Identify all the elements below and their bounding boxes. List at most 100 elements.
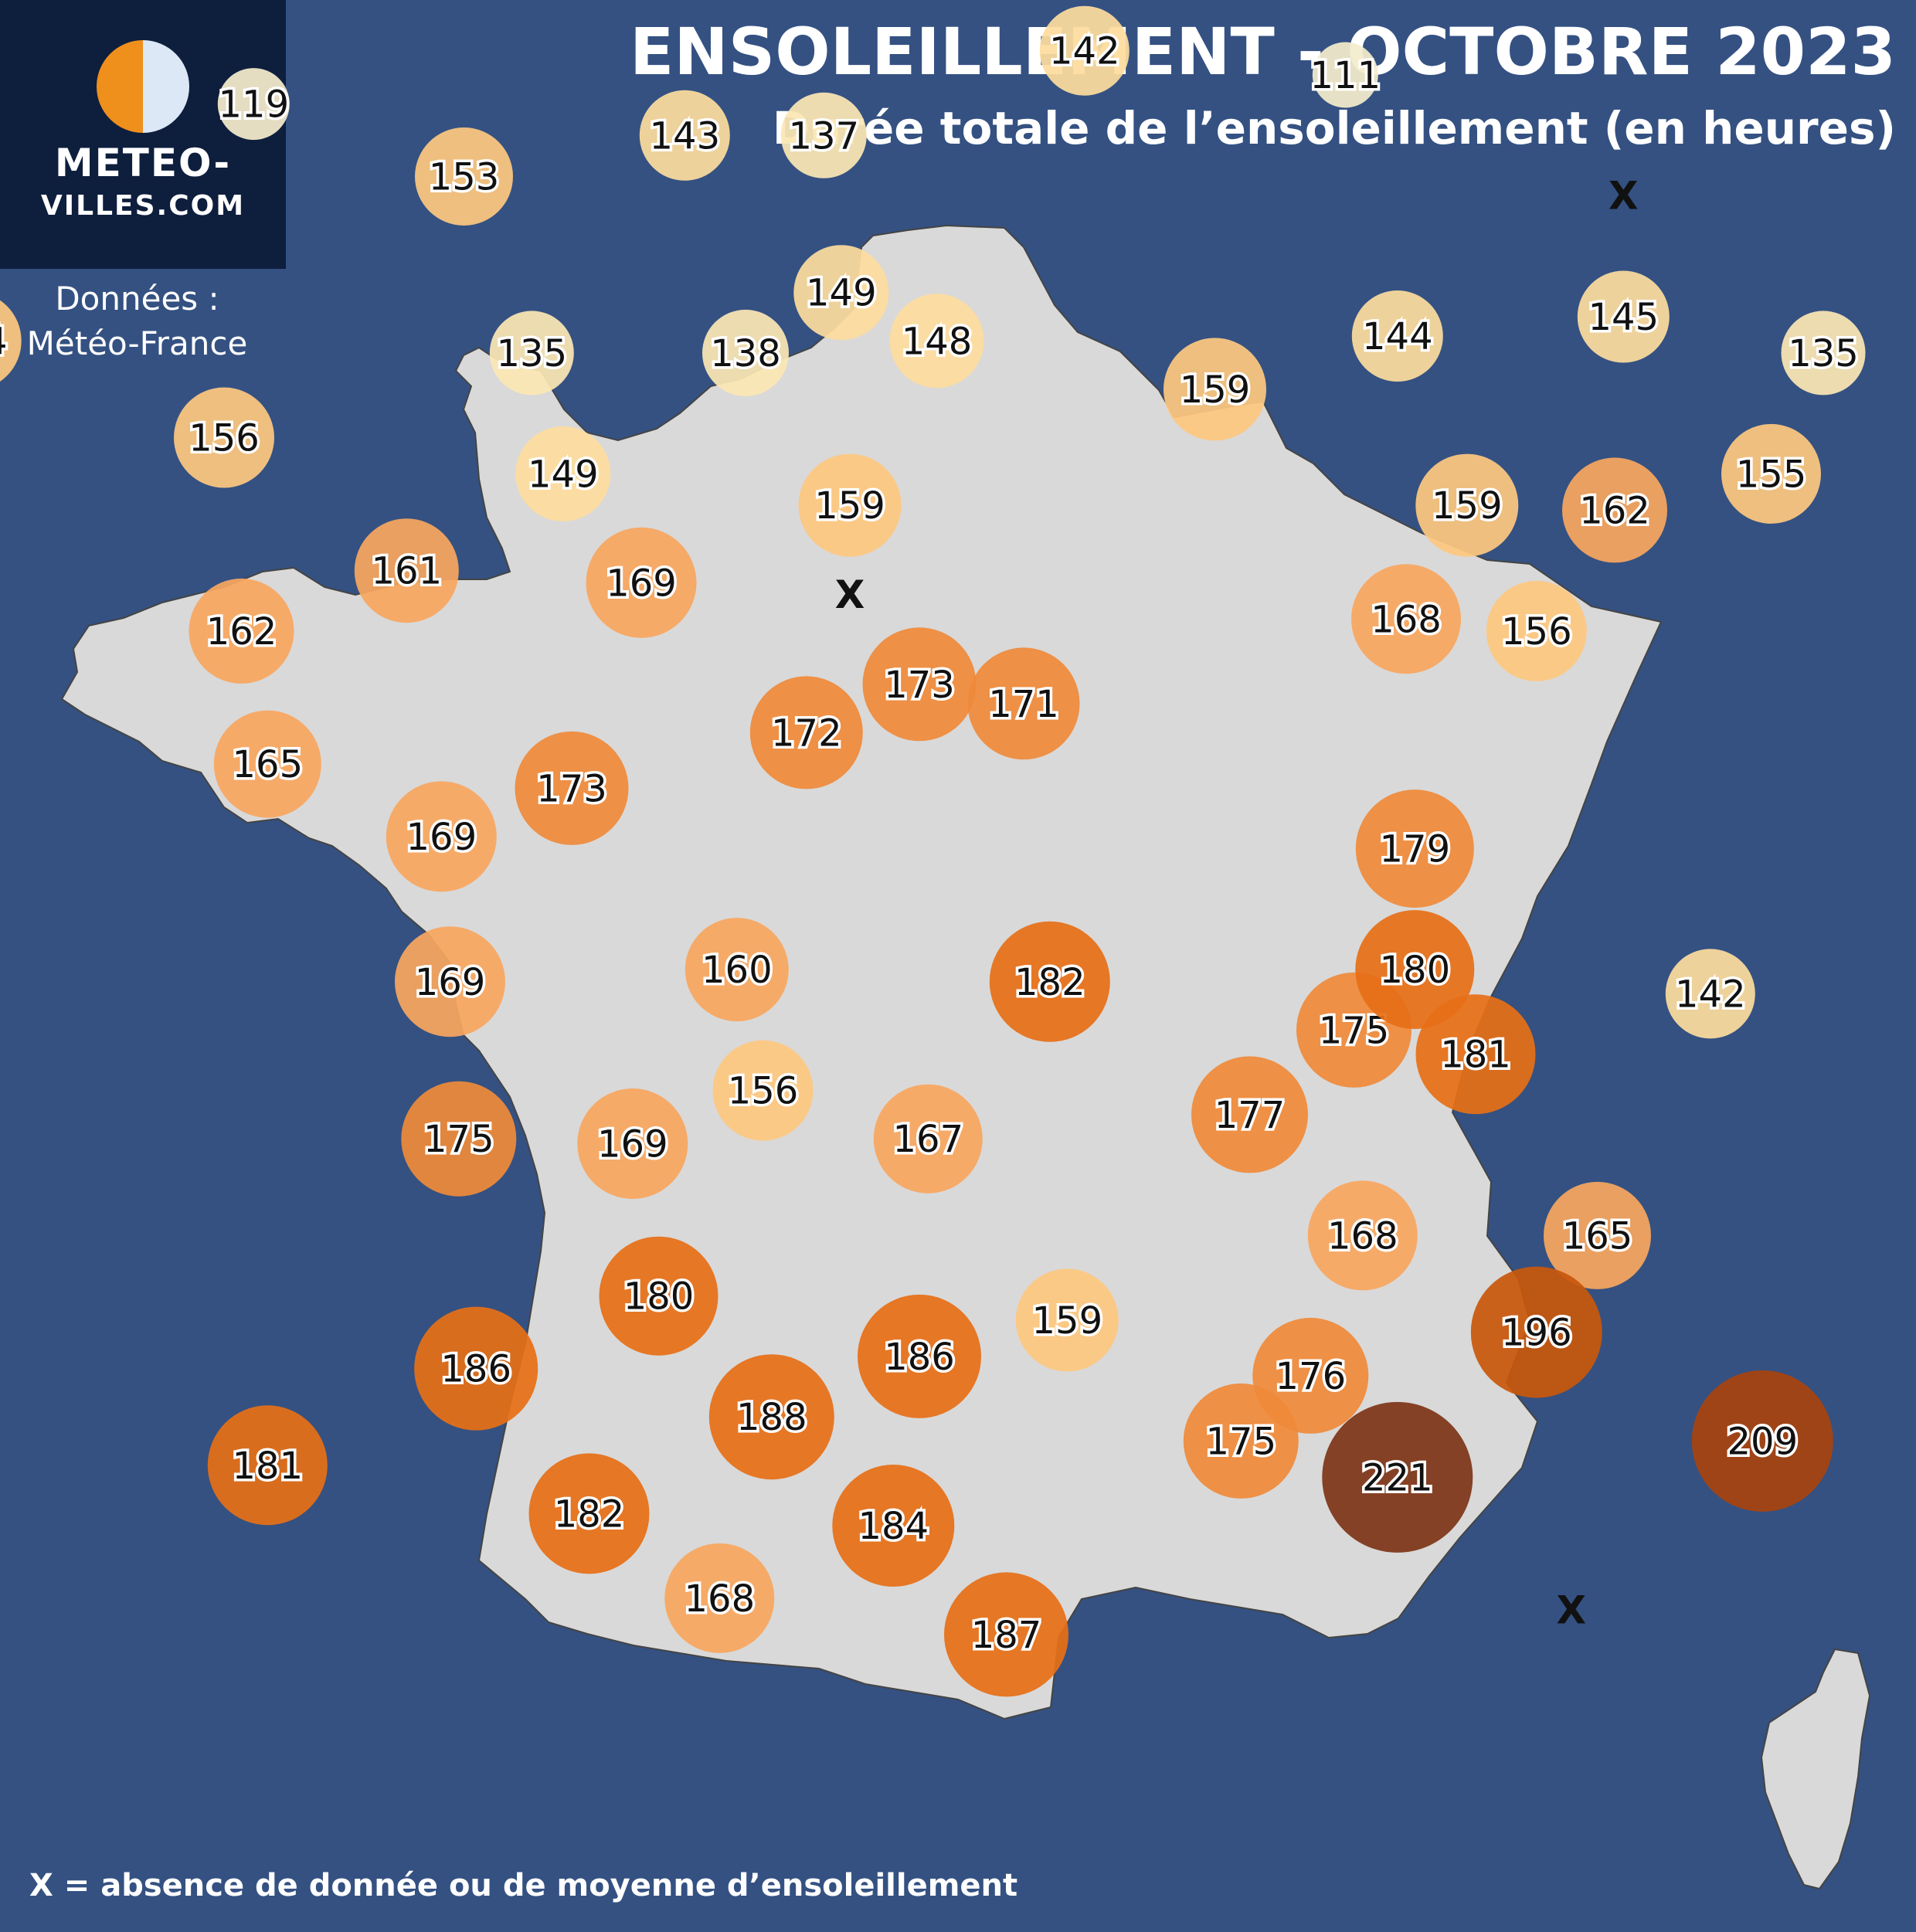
station-circle bbox=[1322, 1401, 1473, 1553]
station-value-label: 153 bbox=[429, 156, 500, 199]
station-value-label: 181 bbox=[1440, 1034, 1511, 1077]
station-value-label: 169 bbox=[597, 1123, 668, 1166]
station-value-label: 173 bbox=[884, 664, 955, 707]
station-circle bbox=[489, 311, 574, 396]
footnote: X = absence de donnée ou de moyenne d’en… bbox=[29, 1868, 1018, 1903]
station-value-label: 182 bbox=[554, 1492, 625, 1536]
station-value-label: 160 bbox=[702, 949, 773, 992]
station-value-label: 180 bbox=[1379, 949, 1450, 992]
station-value-label: 175 bbox=[423, 1118, 494, 1161]
station-circle bbox=[664, 1543, 775, 1653]
station-value-label: 169 bbox=[415, 961, 486, 1004]
station-value-label: 119 bbox=[218, 83, 289, 127]
station-circle bbox=[1691, 1370, 1833, 1512]
station-value-label: 142 bbox=[1675, 973, 1746, 1016]
station-value-label: 188 bbox=[736, 1396, 807, 1439]
station-circle bbox=[1665, 949, 1755, 1039]
station-circle bbox=[639, 90, 730, 181]
station-circle bbox=[586, 527, 697, 638]
station-value-label: 168 bbox=[1327, 1214, 1398, 1258]
station-value-label: 156 bbox=[189, 417, 260, 460]
station-value-label: 138 bbox=[710, 332, 781, 375]
station-circle bbox=[354, 518, 459, 623]
station-value-label: 111 bbox=[1310, 54, 1381, 97]
station-circle bbox=[1191, 1056, 1308, 1173]
station-value-label: 177 bbox=[1214, 1094, 1286, 1137]
station-value-label: 168 bbox=[1371, 598, 1442, 641]
station-value-label: 143 bbox=[649, 114, 720, 158]
station-circle bbox=[1351, 564, 1461, 674]
station-circle bbox=[1544, 1181, 1651, 1289]
station-circle bbox=[1562, 457, 1667, 563]
station-circle bbox=[528, 1453, 650, 1574]
station-circle bbox=[414, 1306, 538, 1431]
station-circle bbox=[415, 127, 513, 226]
station-circle bbox=[989, 921, 1110, 1042]
station-circle bbox=[1355, 789, 1474, 908]
station-value-label: 161 bbox=[371, 550, 442, 593]
logo-text-line2: VILLES.COM bbox=[40, 190, 246, 222]
station-value-label: 165 bbox=[1562, 1214, 1633, 1258]
station-value-label: 149 bbox=[806, 272, 877, 315]
missing-data-marker: X bbox=[835, 572, 865, 617]
station-circle bbox=[889, 294, 984, 389]
station-value-label: 186 bbox=[884, 1336, 955, 1379]
station-circle bbox=[708, 1354, 834, 1480]
station-circle bbox=[577, 1088, 688, 1199]
station-value-label: 172 bbox=[771, 711, 842, 755]
station-value-label: 181 bbox=[232, 1445, 303, 1488]
station-value-label: 148 bbox=[902, 320, 973, 363]
station-value-label: 175 bbox=[1205, 1420, 1276, 1463]
corsica-island bbox=[1760, 1648, 1871, 1890]
station-value-label: 209 bbox=[1727, 1420, 1798, 1463]
logo-text-line1: METEO- bbox=[54, 141, 232, 185]
station-value-label: 221 bbox=[1362, 1456, 1433, 1499]
data-source-label: Données : bbox=[55, 280, 219, 317]
station-value-label: 162 bbox=[206, 610, 277, 654]
station-value-label: 187 bbox=[971, 1614, 1042, 1657]
station-value-label: 182 bbox=[1014, 961, 1085, 1004]
sun-logo-icon bbox=[97, 40, 189, 133]
station-circle bbox=[401, 1081, 517, 1197]
station-value-label: 156 bbox=[728, 1070, 799, 1113]
station-value-label: 135 bbox=[496, 332, 567, 375]
station-value-label: 186 bbox=[440, 1348, 511, 1391]
station-value-label: 145 bbox=[1588, 296, 1659, 339]
station-circle bbox=[944, 1572, 1068, 1697]
station-circle bbox=[386, 781, 497, 892]
station-circle bbox=[798, 453, 902, 557]
station-circle bbox=[1415, 453, 1519, 557]
station-value-label: 175 bbox=[1319, 1009, 1390, 1052]
station-value-label: 169 bbox=[606, 562, 677, 605]
station-circle bbox=[1470, 1266, 1602, 1398]
station-circle bbox=[213, 710, 321, 818]
station-circle bbox=[217, 68, 290, 141]
station-value-label: 171 bbox=[988, 683, 1059, 726]
station-circle bbox=[780, 92, 867, 178]
station-circle bbox=[395, 926, 505, 1037]
station-value-label: 159 bbox=[814, 484, 885, 528]
station-value-label: 162 bbox=[1579, 489, 1650, 532]
station-circle bbox=[1781, 311, 1866, 396]
station-value-label: 196 bbox=[1501, 1312, 1572, 1355]
station-circle bbox=[832, 1465, 955, 1587]
station-value-label: 159 bbox=[1180, 368, 1251, 412]
station-circle bbox=[873, 1084, 983, 1193]
station-value-label: 165 bbox=[232, 743, 303, 786]
station-circle bbox=[967, 647, 1080, 760]
station-value-label: 159 bbox=[1432, 484, 1503, 528]
station-value-label: 167 bbox=[892, 1118, 963, 1161]
page-subtitle: Durée totale de l’ensoleillement (en heu… bbox=[772, 102, 1896, 154]
station-circle bbox=[1312, 42, 1378, 108]
station-value-label: 176 bbox=[1275, 1355, 1346, 1398]
data-source-name: Météo-France bbox=[26, 324, 248, 362]
station-circle bbox=[793, 245, 889, 341]
data-source: Données : Météo-France bbox=[0, 277, 274, 366]
station-value-label: 135 bbox=[1788, 332, 1859, 375]
station-circle bbox=[189, 578, 294, 684]
missing-data-marker: X bbox=[1609, 174, 1639, 219]
station-circle bbox=[515, 426, 611, 521]
station-circle bbox=[1351, 290, 1443, 382]
